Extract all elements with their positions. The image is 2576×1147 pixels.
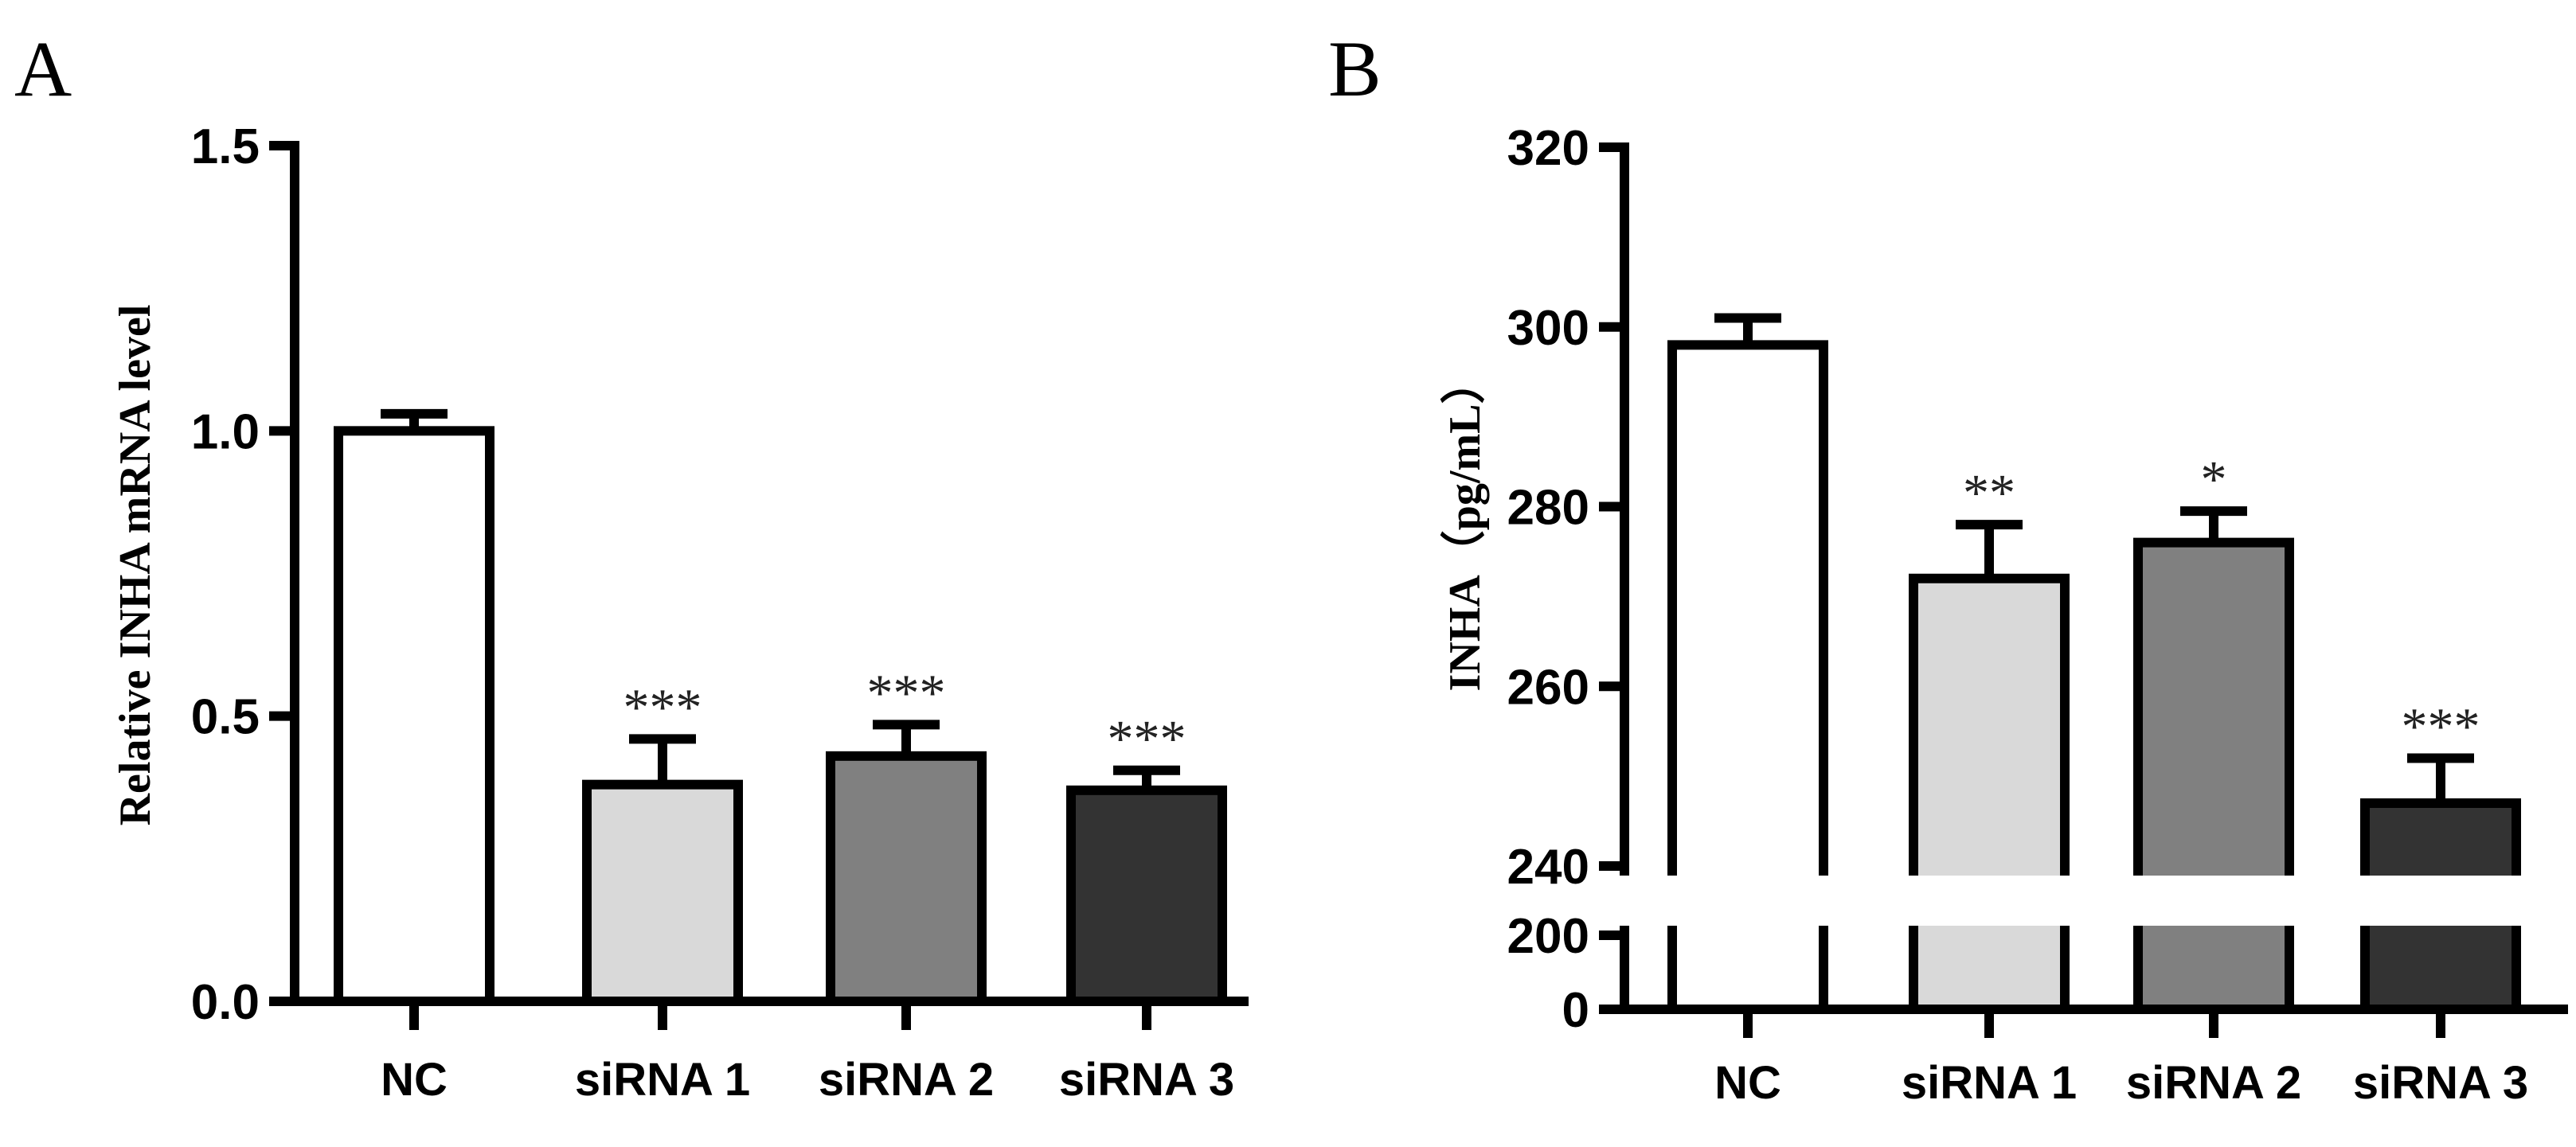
panel-b-y-tick-label: 200: [1507, 909, 1589, 964]
panel-a-y-tick-label: 1.0: [191, 404, 260, 459]
panel-b-significance-label: *: [2201, 451, 2227, 509]
panel-a-category-label: NC: [381, 1054, 448, 1106]
panel-a-significance-label: ***: [623, 678, 702, 736]
panel-b-y-axis-title: INHA（pg/mL）: [1440, 360, 1490, 692]
panel-b-bar-lower: [1667, 926, 1828, 1014]
panel-a-y-tick-label: 0.5: [191, 690, 260, 745]
panel-b-bar-lower-fill: [1913, 926, 2065, 1009]
panel-a-bar: [1066, 785, 1227, 1006]
panel-b-category-label: siRNA 1: [1902, 1057, 2077, 1109]
panel-a-bar: [582, 779, 743, 1007]
panel-a-bar: [826, 751, 987, 1006]
panel-b-category-label: NC: [1714, 1057, 1781, 1109]
panel-b-category-label: siRNA 3: [2353, 1057, 2528, 1109]
panel-b-bar-lower: [1909, 926, 2070, 1014]
panel-b-y-tick-label: 240: [1507, 840, 1589, 895]
panel-b-letter: B: [1328, 25, 1382, 113]
panel-b-bar-upper-fill: [2138, 542, 2289, 876]
panel-a-significance-label: ***: [1108, 710, 1186, 768]
panel-a-category-label: siRNA 3: [1059, 1054, 1234, 1106]
panel-a-letter: A: [14, 25, 72, 113]
panel-b-y-tick-label: 280: [1507, 481, 1589, 536]
panel-b-bar-upper: [1667, 340, 1828, 876]
panel-b-significance-label: ***: [2402, 698, 2480, 756]
panel-b-bar-upper-fill: [2365, 802, 2516, 876]
panel-b-bar-lower: [2133, 926, 2294, 1014]
panel-b-y-tick-label: 0: [1562, 983, 1589, 1038]
panel-b-y-tick-label: 320: [1507, 121, 1589, 176]
panel-a-bars: [334, 408, 1227, 1007]
panel-b-bar-upper-fill: [1913, 578, 2065, 876]
panel-b-bar-lower-fill: [2365, 926, 2516, 1009]
panel-a-y-tick-label: 1.5: [191, 119, 260, 174]
panel-a-y-axis-title: Relative INHA mRNA level: [111, 305, 160, 826]
panel-b-bar-upper: [2360, 798, 2521, 876]
panel-a-y-tick-label: 0.0: [191, 975, 260, 1030]
panel-b-labels: 0 200 240 260 280 300 320 NC siRNA 1 ** siRNA 2 * si…: [1507, 121, 2529, 1109]
panel-b-bars: [1667, 313, 2521, 1014]
panel-b-bar-lower-fill: [2138, 926, 2289, 1009]
panel-b-bar-upper: [1909, 573, 2070, 876]
panel-a: A Relative INHA mRNA level 0.0 0.5 1.0 1.5 N…: [14, 25, 1249, 1106]
panel-b-significance-label: **: [1963, 464, 2015, 522]
panel-a-bar: [334, 426, 494, 1006]
panel-b-y-tick-label: 300: [1507, 301, 1589, 356]
panel-b-y-tick-label: 260: [1507, 660, 1589, 715]
panel-a-category-label: siRNA 1: [575, 1054, 750, 1106]
panel-b-bar-upper-fill: [1672, 345, 1824, 876]
panel-a-significance-label: ***: [867, 664, 946, 722]
panel-b-category-label: siRNA 2: [2126, 1057, 2301, 1109]
panel-b-bar-lower: [2360, 926, 2521, 1014]
panel-b-bar-lower-fill: [1672, 926, 1824, 1009]
panel-a-category-label: siRNA 2: [819, 1054, 994, 1106]
panel-b: B INHA（pg/mL） 0 200 240 260 280 300 320 NC siRNA…: [1328, 25, 2568, 1109]
panel-b-bar-upper: [2133, 537, 2294, 876]
panel-a-labels: 0.0 0.5 1.0 1.5 NC siRNA 1 *** siRNA 2 *** siRNA …: [191, 119, 1234, 1106]
